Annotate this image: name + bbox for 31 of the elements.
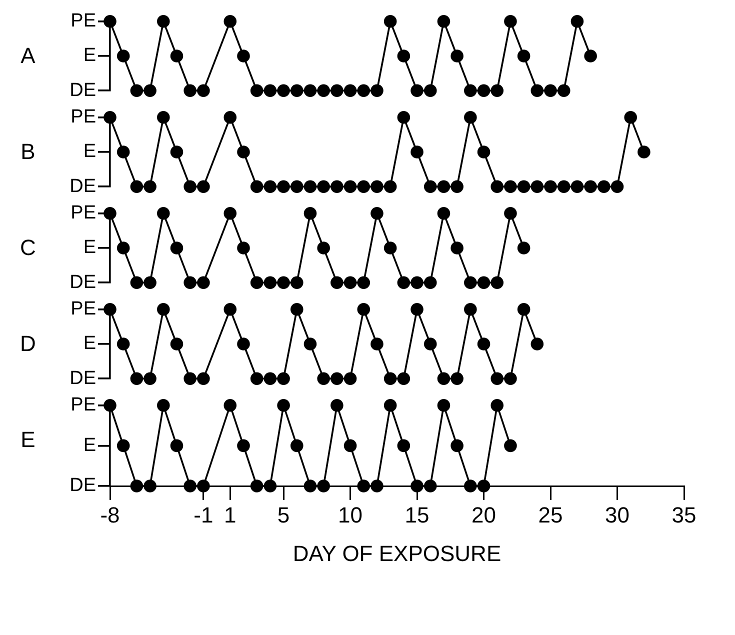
x-tick-label: 15 [404,502,430,528]
text: D [19,330,37,358]
text: E [83,434,96,456]
text: PE [70,10,96,32]
text: PE [70,106,96,128]
text: E [83,237,96,258]
text: E [20,426,36,454]
x-tick-label: -1 [194,502,214,528]
text: DE [70,475,96,496]
x-tick-label: 35 [672,502,696,528]
x-tick-label: 30 [605,502,630,528]
text: PE [70,298,96,320]
text: E [83,141,96,162]
text: DE [70,368,96,389]
x-tick-label: 1 [224,502,236,528]
text: DE [70,80,96,101]
text: B [20,138,36,166]
x-axis-title: DAY OF EXPOSURE [292,540,502,566]
text: DE [70,272,96,293]
text: C [19,234,37,262]
x-tick-label: -8 [100,502,120,528]
x-tick-label: 5 [277,502,290,528]
text: PE [70,202,96,224]
x-tick-label: 25 [538,502,563,528]
text: DE [70,176,96,197]
x-tick-label: 10 [338,502,363,528]
x-tick-label: 20 [472,502,496,528]
text: A [20,42,36,70]
text: PE [70,394,96,416]
text: E [83,333,96,354]
text: E [83,45,96,66]
